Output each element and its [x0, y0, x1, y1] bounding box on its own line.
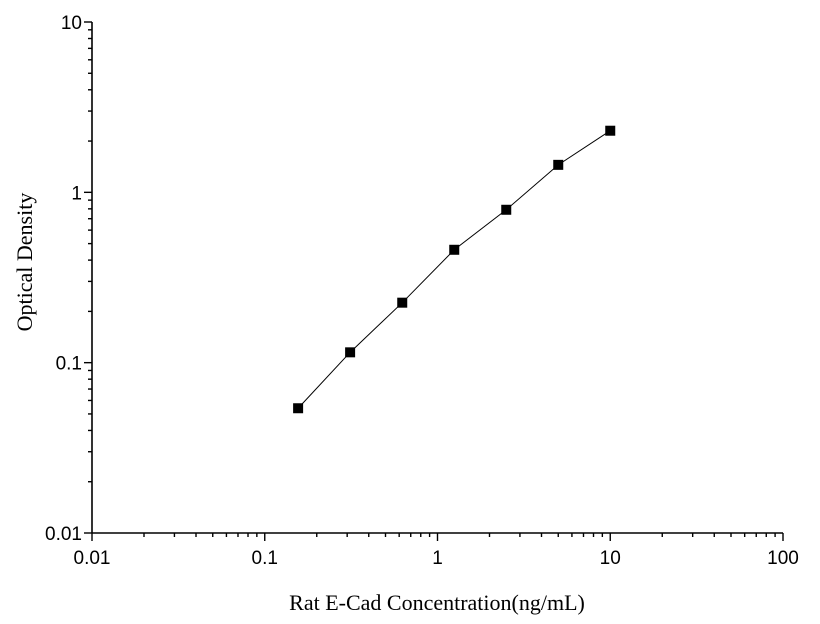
- data-point: [345, 347, 356, 358]
- y-tick-label: 0.1: [56, 354, 82, 375]
- data-point: [553, 159, 564, 170]
- y-tick-label: 0.01: [45, 524, 82, 545]
- tick-labels: 0.01 0.1 1 10 100 0.01 0.1 1 10: [45, 13, 799, 569]
- data-point: [293, 403, 304, 414]
- x-tick-label: 0.1: [252, 548, 278, 569]
- y-tick-label: 10: [61, 13, 82, 34]
- data-point: [501, 204, 512, 215]
- y-tick-label: 1: [71, 183, 82, 204]
- data-point: [605, 125, 616, 136]
- series-line: [297, 130, 611, 409]
- x-tick-label: 1: [432, 548, 443, 569]
- axes: [91, 22, 783, 534]
- ticks: [84, 21, 784, 541]
- x-axis-title: Rat E-Cad Concentration(ng/mL): [289, 590, 585, 615]
- data-point: [397, 297, 408, 308]
- data-point: [449, 244, 460, 255]
- y-axis-title: Optical Density: [12, 193, 37, 332]
- plot-area: [293, 125, 616, 414]
- x-tick-label: 100: [767, 548, 799, 569]
- x-tick-label: 10: [600, 548, 621, 569]
- x-tick-label: 0.01: [74, 548, 111, 569]
